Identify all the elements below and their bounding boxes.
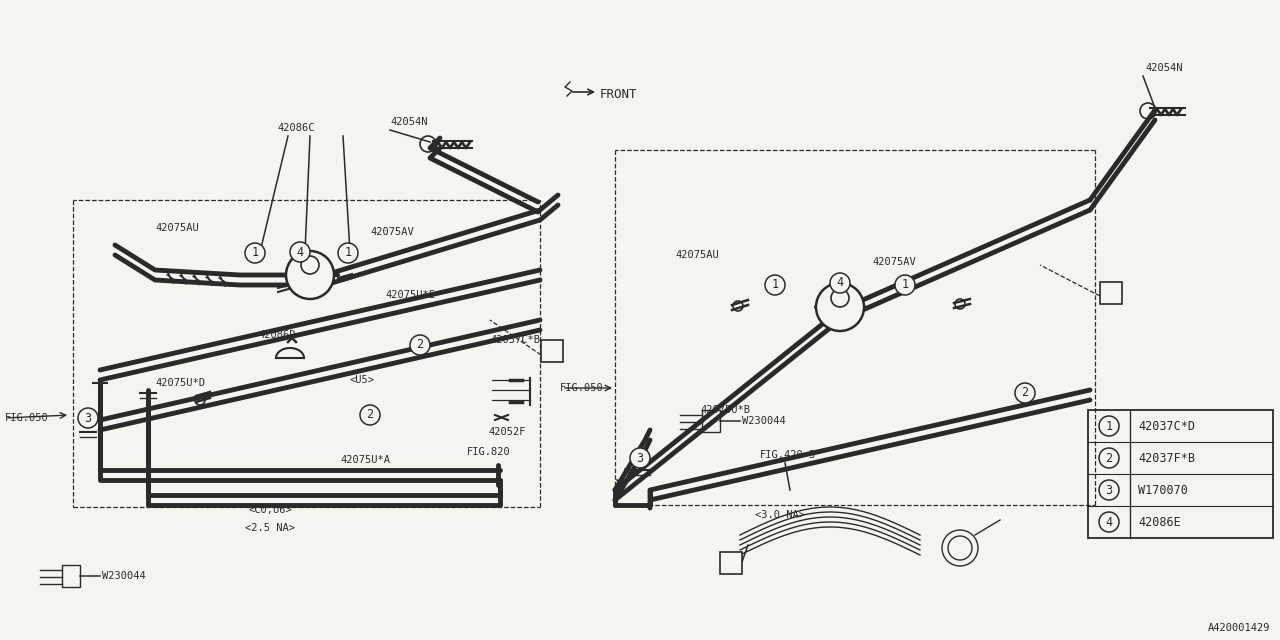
Text: 42075U*A: 42075U*A [340, 455, 390, 465]
Text: 42086E: 42086E [1138, 515, 1180, 529]
Text: 1: 1 [1106, 419, 1112, 433]
Text: 42037F*B: 42037F*B [1138, 451, 1196, 465]
Text: 2: 2 [366, 408, 374, 422]
Circle shape [630, 448, 650, 468]
Circle shape [244, 243, 265, 263]
Circle shape [1100, 416, 1119, 436]
Bar [719, 552, 742, 574]
Text: A: A [548, 344, 556, 358]
Bar [1088, 410, 1274, 538]
Text: A: A [727, 557, 735, 570]
Circle shape [1015, 383, 1036, 403]
Text: 42075U*B: 42075U*B [700, 405, 750, 415]
Text: W230044: W230044 [742, 416, 786, 426]
Circle shape [301, 256, 319, 274]
Text: W230044: W230044 [102, 571, 146, 581]
Text: 1: 1 [772, 278, 778, 291]
Text: 42075AU: 42075AU [155, 223, 198, 233]
Text: 42075U*D: 42075U*D [155, 378, 205, 388]
Text: 4: 4 [1106, 515, 1112, 529]
Text: 4: 4 [836, 276, 844, 289]
Text: 3: 3 [1106, 483, 1112, 497]
Text: <2.5 NA>: <2.5 NA> [244, 523, 294, 533]
Bar [61, 565, 79, 587]
Circle shape [829, 273, 850, 293]
Text: 2: 2 [1021, 387, 1029, 399]
Text: FIG.420-3: FIG.420-3 [760, 450, 817, 460]
Text: 2: 2 [1106, 451, 1112, 465]
Circle shape [733, 301, 742, 311]
Text: 1: 1 [344, 246, 352, 259]
Text: 42037C*B: 42037C*B [490, 335, 540, 345]
Circle shape [285, 251, 334, 299]
Circle shape [360, 405, 380, 425]
Text: 42075AV: 42075AV [872, 257, 915, 267]
Text: FIG.050: FIG.050 [561, 383, 604, 393]
Bar [541, 340, 563, 362]
Circle shape [410, 335, 430, 355]
Circle shape [831, 289, 849, 307]
Text: <C0,U6>: <C0,U6> [248, 505, 292, 515]
Circle shape [1100, 448, 1119, 468]
Circle shape [895, 275, 915, 295]
Text: <U5>: <U5> [349, 375, 375, 385]
Circle shape [195, 395, 205, 405]
Text: 2: 2 [416, 339, 424, 351]
Circle shape [420, 136, 436, 152]
Text: 3: 3 [636, 451, 644, 465]
Circle shape [338, 243, 358, 263]
Text: 42054N: 42054N [1146, 63, 1183, 73]
Text: A: A [1107, 287, 1115, 300]
Text: 42086D: 42086D [259, 330, 296, 340]
Text: 1: 1 [251, 246, 259, 259]
Text: 42075U*E: 42075U*E [385, 290, 435, 300]
Text: 42054N: 42054N [390, 117, 428, 127]
Text: 42052F: 42052F [488, 427, 526, 437]
Text: 42075AV: 42075AV [370, 227, 413, 237]
Circle shape [817, 283, 864, 331]
Circle shape [1100, 512, 1119, 532]
Text: FRONT: FRONT [600, 88, 637, 102]
Circle shape [1140, 103, 1156, 119]
Text: FIG.050: FIG.050 [5, 413, 49, 423]
Text: <3.0 NA>: <3.0 NA> [755, 510, 805, 520]
Text: 42037C*D: 42037C*D [1138, 419, 1196, 433]
Text: 42075AU: 42075AU [675, 250, 719, 260]
Circle shape [765, 275, 785, 295]
Text: A420001429: A420001429 [1207, 623, 1270, 633]
Bar [1100, 282, 1123, 304]
Circle shape [955, 299, 965, 309]
Bar [701, 410, 719, 432]
Text: FIG.820: FIG.820 [467, 447, 511, 457]
Circle shape [1100, 480, 1119, 500]
Text: 42086C: 42086C [276, 123, 315, 133]
Text: 1: 1 [901, 278, 909, 291]
Text: W170070: W170070 [1138, 483, 1188, 497]
Circle shape [78, 408, 99, 428]
Text: 4: 4 [297, 246, 303, 259]
Circle shape [291, 242, 310, 262]
Text: 3: 3 [84, 412, 92, 424]
